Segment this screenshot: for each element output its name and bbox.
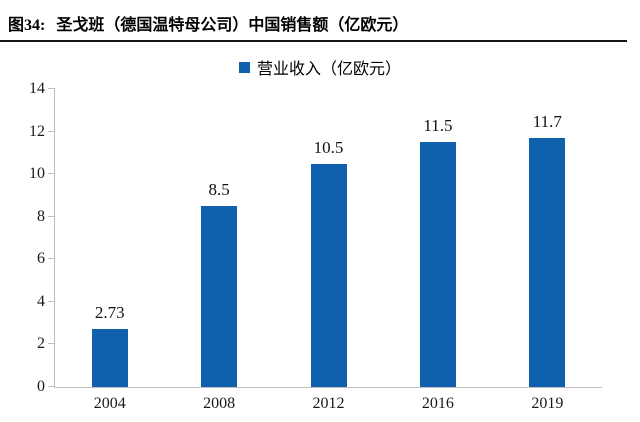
bar-2008 xyxy=(201,206,238,387)
bar-value-label: 11.7 xyxy=(532,111,562,131)
bar-slot-2012: 10.5 xyxy=(274,89,383,387)
bar-2016 xyxy=(419,142,456,387)
x-axis-label: 2004 xyxy=(93,395,126,412)
y-axis-label: 6 xyxy=(37,250,45,268)
y-axis-tick xyxy=(48,258,55,260)
y-axis-label: 8 xyxy=(37,207,45,225)
y-axis-tick xyxy=(48,386,55,387)
y-axis-tick xyxy=(48,300,55,302)
bar-2012 xyxy=(310,163,347,387)
x-axis-labels: 2004 2008 2012 2016 2019 xyxy=(55,396,602,412)
chart-legend: 营业收入（亿欧元） xyxy=(0,56,640,78)
y-axis-label: 12 xyxy=(29,122,45,140)
bar-slot-2008: 8.5 xyxy=(164,89,273,387)
y-axis-tick xyxy=(48,88,55,89)
bars-container: 2.73 8.5 10.5 11.5 11.7 xyxy=(55,89,602,387)
x-axis-label: 2008 xyxy=(203,395,236,412)
y-axis-tick xyxy=(48,173,55,175)
x-axis-label: 2012 xyxy=(312,395,345,412)
bar-value-label: 8.5 xyxy=(208,180,230,200)
bar-slot-2016: 11.5 xyxy=(383,89,492,387)
bar-chart: 2.73 8.5 10.5 11.5 11.7 2004 2008 2012 2016 2019… xyxy=(29,81,602,412)
y-axis-label: 10 xyxy=(29,165,45,183)
bar-2004 xyxy=(91,328,128,387)
y-axis-label: 4 xyxy=(37,292,45,310)
bar-value-label: 2.73 xyxy=(94,302,125,322)
y-axis-tick xyxy=(48,343,55,345)
figure-title: 图34: 圣戈班（德国温特母公司）中国销售额（亿欧元） xyxy=(8,11,408,35)
bar-slot-2019: 11.7 xyxy=(493,89,602,387)
title-divider xyxy=(0,40,627,42)
y-axis-label: 2 xyxy=(37,335,45,353)
x-axis-label: 2016 xyxy=(421,395,454,412)
bar-value-label: 11.5 xyxy=(423,116,453,136)
y-axis-label: 14 xyxy=(29,80,45,97)
y-axis-tick xyxy=(48,215,55,217)
y-axis-tick xyxy=(48,130,55,132)
figure-title-text: 圣戈班（德国温特母公司）中国销售额（亿欧元） xyxy=(56,17,409,34)
y-axis-label: 0 xyxy=(37,378,45,395)
figure-number: 图34: xyxy=(8,17,46,34)
bar-slot-2004: 2.73 xyxy=(55,89,164,387)
plot-area: 2.73 8.5 10.5 11.5 11.7 2004 2008 2012 2016 2019… xyxy=(29,81,602,412)
x-axis-label: 2019 xyxy=(531,395,564,412)
bar-value-label: 10.5 xyxy=(313,137,344,157)
legend-label: 营业收入（亿欧元） xyxy=(256,61,401,78)
bar-2019 xyxy=(529,137,566,387)
legend-swatch-icon xyxy=(238,61,250,73)
